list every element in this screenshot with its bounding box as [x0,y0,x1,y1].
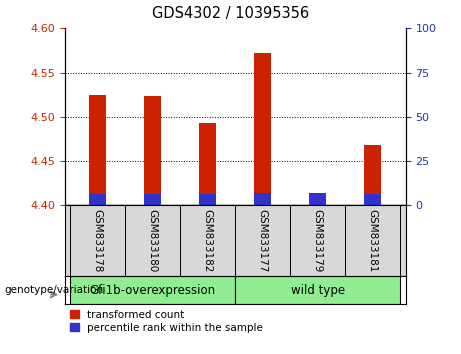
Bar [235,205,290,276]
Bar [254,53,271,205]
Text: GSM833178: GSM833178 [93,209,102,272]
Bar [199,123,216,205]
Text: wild type: wild type [290,284,345,297]
Bar [290,205,345,276]
Legend: transformed count, percentile rank within the sample: transformed count, percentile rank withi… [70,310,263,333]
Bar [144,97,161,205]
Bar [144,194,161,205]
Bar [125,205,180,276]
Text: GDS4302 / 10395356: GDS4302 / 10395356 [152,6,309,21]
Bar [70,276,235,304]
Bar [309,193,326,205]
Text: GSM833182: GSM833182 [202,209,213,272]
Bar [309,203,326,205]
Bar [364,145,381,205]
Text: GSM833177: GSM833177 [258,209,268,272]
Bar [345,205,400,276]
Text: GSM833180: GSM833180 [148,209,158,272]
Bar [364,194,381,205]
Text: Gfi1b-overexpression: Gfi1b-overexpression [89,284,216,297]
Bar [235,276,400,304]
Bar [70,205,125,276]
Bar [89,95,106,205]
Text: genotype/variation: genotype/variation [5,285,104,295]
Bar [89,194,106,205]
Bar [254,193,271,205]
Bar [180,205,235,276]
Bar [199,194,216,205]
Text: GSM833181: GSM833181 [368,209,378,272]
Text: GSM833179: GSM833179 [313,209,323,272]
